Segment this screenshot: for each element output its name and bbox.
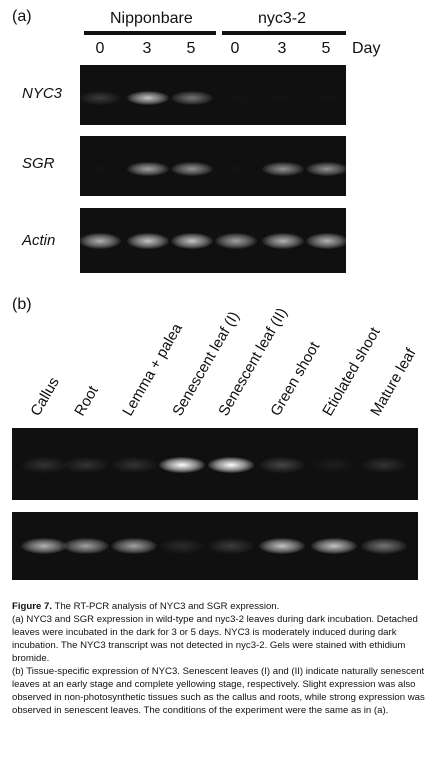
gel-band bbox=[361, 538, 407, 554]
gel-band bbox=[127, 232, 169, 249]
panel-b-label: (b) bbox=[12, 296, 32, 313]
gel-band bbox=[80, 162, 121, 176]
lane-label-green-shoot: Green shoot bbox=[267, 338, 324, 419]
day-label: 5 bbox=[186, 40, 196, 57]
gel-band bbox=[171, 91, 213, 105]
panel-a-label: (a) bbox=[12, 8, 32, 25]
day-axis-label: Day bbox=[352, 40, 381, 57]
caption-paragraph-b: (b) Tissue-specific expression of NYC3. … bbox=[12, 665, 425, 716]
gel-band bbox=[215, 162, 257, 176]
gel-actin bbox=[80, 208, 346, 273]
gel-band bbox=[21, 457, 67, 474]
gel-band bbox=[259, 457, 305, 474]
group-bar-nipponbare bbox=[84, 31, 216, 35]
figure-caption: Figure 7. The RT-PCR analysis of NYC3 an… bbox=[12, 601, 430, 717]
gel-band bbox=[63, 538, 109, 554]
gel-band bbox=[306, 162, 346, 176]
caption-paragraph-a: (a) NYC3 and SGR expression in wild-type… bbox=[12, 613, 418, 664]
gel-band bbox=[306, 232, 346, 249]
gel-band bbox=[159, 457, 205, 474]
lane-label-root: Root bbox=[71, 383, 102, 419]
gel-sgr bbox=[80, 136, 346, 196]
gel-band bbox=[208, 457, 254, 474]
gel-band bbox=[262, 91, 304, 105]
gel-band bbox=[311, 538, 357, 554]
caption-title-bold: Figure 7. bbox=[12, 601, 52, 612]
gel-band bbox=[208, 538, 254, 554]
gel-band bbox=[63, 457, 109, 474]
group-label-nyc3-2: nyc3-2 bbox=[258, 10, 307, 27]
gel-band bbox=[171, 162, 213, 176]
gel-band bbox=[311, 457, 357, 474]
gel-band bbox=[215, 232, 257, 249]
day-label: 5 bbox=[321, 40, 331, 57]
gel-band bbox=[159, 538, 205, 554]
gel-band bbox=[306, 91, 346, 105]
lane-label-callus: Callus bbox=[27, 374, 63, 419]
gel-band bbox=[215, 91, 257, 105]
gel-band bbox=[80, 232, 121, 249]
caption-title-rest: The RT-PCR analysis of NYC3 and SGR expr… bbox=[51, 601, 280, 612]
gel-band bbox=[80, 91, 121, 105]
gene-label-actin: Actin bbox=[22, 232, 56, 249]
lane-label-mature-leaf: Mature leaf bbox=[367, 345, 420, 419]
gel-band bbox=[259, 538, 305, 554]
group-bar-nyc3-2 bbox=[222, 31, 346, 35]
gel-band bbox=[111, 457, 157, 474]
gel-band bbox=[127, 162, 169, 176]
gel-tissue-control bbox=[12, 512, 418, 580]
gel-band bbox=[127, 91, 169, 105]
gel-tissue-nyc3 bbox=[12, 428, 418, 500]
gel-band bbox=[361, 457, 407, 474]
day-label: 0 bbox=[230, 40, 240, 57]
gel-band bbox=[262, 232, 304, 249]
day-label: 3 bbox=[277, 40, 287, 57]
gel-band bbox=[21, 538, 67, 554]
gel-band bbox=[171, 232, 213, 249]
day-label: 3 bbox=[142, 40, 152, 57]
gel-nyc3 bbox=[80, 65, 346, 125]
gel-band bbox=[111, 538, 157, 554]
gene-label-sgr: SGR bbox=[22, 155, 55, 172]
day-label: 0 bbox=[95, 40, 105, 57]
group-label-nipponbare: Nipponbare bbox=[110, 10, 193, 27]
gel-band bbox=[262, 162, 304, 176]
gene-label-nyc3: NYC3 bbox=[22, 85, 63, 102]
